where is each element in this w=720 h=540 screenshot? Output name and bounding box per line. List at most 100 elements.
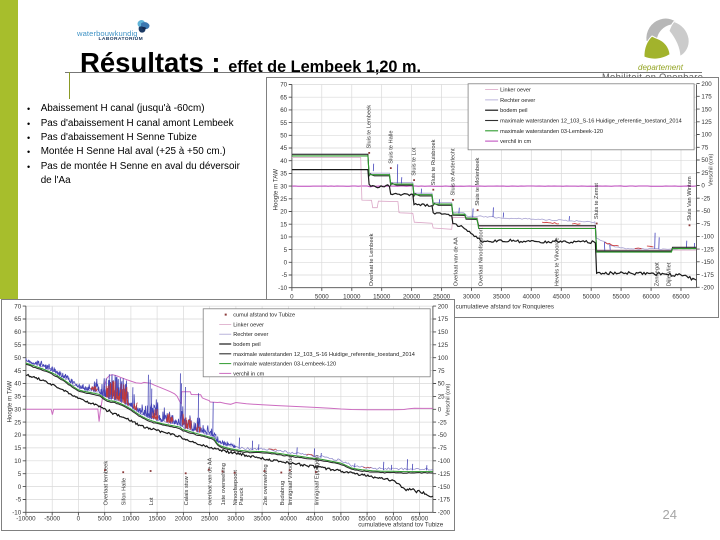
svg-text:-150: -150 — [437, 484, 450, 491]
svg-text:verchil in cm: verchil in cm — [500, 139, 531, 145]
svg-text:50000: 50000 — [582, 293, 600, 300]
svg-text:Sifon Halle: Sifon Halle — [121, 478, 127, 506]
svg-text:10: 10 — [280, 234, 287, 241]
svg-text:40000: 40000 — [280, 515, 298, 522]
svg-text:Zennegat: Zennegat — [654, 262, 660, 286]
svg-text:Dijle Vliet: Dijle Vliet — [666, 262, 672, 286]
svg-text:65000: 65000 — [411, 515, 429, 522]
svg-text:2de overwelving: 2de overwelving — [263, 464, 269, 505]
svg-text:Ninoofsepoort: Ninoofsepoort — [233, 470, 239, 506]
svg-text:55000: 55000 — [358, 515, 376, 522]
svg-text:-125: -125 — [701, 246, 714, 253]
svg-text:30000: 30000 — [227, 515, 245, 522]
svg-text:30: 30 — [14, 407, 21, 414]
svg-text:bodem peil: bodem peil — [233, 342, 260, 348]
svg-text:20000: 20000 — [175, 515, 193, 522]
svg-text:-10000: -10000 — [16, 515, 36, 522]
svg-text:10000: 10000 — [343, 293, 361, 300]
svg-text:Sluis te Molenbeek: Sluis te Molenbeek — [475, 158, 481, 206]
svg-text:-75: -75 — [437, 445, 447, 452]
svg-text:55: 55 — [14, 342, 21, 349]
svg-text:cumulatieve afstand tov Ronqu: cumulatieve afstand tov Ronquieres — [455, 303, 553, 310]
svg-text:0: 0 — [290, 293, 294, 300]
svg-text:45: 45 — [280, 145, 287, 152]
svg-text:40: 40 — [280, 158, 287, 165]
svg-text:10: 10 — [14, 458, 21, 465]
svg-text:125: 125 — [701, 119, 712, 126]
svg-text:-175: -175 — [437, 497, 450, 504]
svg-text:Linker oever: Linker oever — [233, 323, 264, 329]
svg-text:-5: -5 — [15, 497, 21, 504]
svg-text:-200: -200 — [437, 510, 450, 517]
svg-text:175: 175 — [437, 316, 448, 323]
svg-text:overlaat van de AA: overlaat van de AA — [207, 458, 213, 506]
svg-text:60000: 60000 — [642, 293, 660, 300]
svg-text:-100: -100 — [437, 458, 450, 465]
svg-text:Sluis te Anderlecht: Sluis te Anderlecht — [450, 148, 456, 196]
svg-text:maximale waterstanden 03-Lembe: maximale waterstanden 03-Lembeek-120 — [233, 362, 336, 368]
svg-text:Hoogte m TAW: Hoogte m TAW — [272, 169, 279, 211]
svg-text:50000: 50000 — [332, 515, 350, 522]
svg-text:45: 45 — [14, 368, 21, 375]
svg-text:40: 40 — [14, 381, 21, 388]
svg-text:25000: 25000 — [201, 515, 219, 522]
svg-text:10000: 10000 — [122, 515, 140, 522]
svg-text:Sluis te Lot: Sluis te Lot — [411, 147, 417, 176]
svg-text:cumulatieve afstand tov Tubiz: cumulatieve afstand tov Tubize — [358, 521, 444, 528]
svg-text:15000: 15000 — [373, 293, 391, 300]
svg-text:20: 20 — [14, 432, 21, 439]
svg-text:verchil in cm: verchil in cm — [233, 372, 264, 378]
svg-text:0: 0 — [18, 484, 22, 491]
svg-text:15: 15 — [14, 445, 21, 452]
svg-text:20000: 20000 — [403, 293, 421, 300]
svg-text:Budabrug: Budabrug — [280, 481, 286, 506]
svg-text:5000: 5000 — [98, 515, 112, 522]
svg-text:5: 5 — [284, 247, 288, 254]
svg-text:25: 25 — [701, 170, 708, 177]
svg-text:maximale waterstanden 12_103_S: maximale waterstanden 12_103_S-16 Huidig… — [233, 352, 415, 358]
svg-text:100: 100 — [701, 132, 712, 139]
svg-text:-100: -100 — [701, 234, 714, 241]
svg-text:100: 100 — [437, 355, 448, 362]
svg-text:65: 65 — [14, 316, 21, 323]
svg-text:70: 70 — [280, 82, 287, 89]
svg-text:50: 50 — [437, 381, 444, 388]
svg-text:Overlaat lembeek: Overlaat lembeek — [103, 461, 109, 506]
svg-text:35: 35 — [14, 394, 21, 401]
svg-text:50: 50 — [280, 133, 287, 140]
svg-text:0: 0 — [284, 260, 288, 267]
svg-text:-175: -175 — [701, 272, 714, 279]
svg-text:15000: 15000 — [148, 515, 166, 522]
svg-text:-125: -125 — [437, 471, 450, 478]
svg-text:1ste overwelving: 1ste overwelving — [221, 463, 227, 505]
svg-text:65: 65 — [280, 95, 287, 102]
svg-text:150: 150 — [701, 106, 712, 113]
svg-text:175: 175 — [701, 94, 712, 101]
svg-text:Sluis te Ruisbroek: Sluis te Ruisbroek — [431, 139, 437, 185]
svg-text:45000: 45000 — [306, 515, 324, 522]
svg-text:-10: -10 — [278, 285, 288, 292]
svg-text:-200: -200 — [701, 285, 714, 292]
svg-text:maximale waterstanden 12_103_S: maximale waterstanden 12_103_S-16 Huidig… — [500, 119, 682, 125]
svg-text:Paruck: Paruck — [239, 488, 245, 506]
svg-text:Overlaat te Lembeek: Overlaat te Lembeek — [369, 234, 375, 287]
svg-text:35: 35 — [280, 171, 287, 178]
svg-text:0: 0 — [437, 407, 441, 414]
svg-text:55000: 55000 — [612, 293, 630, 300]
svg-text:65000: 65000 — [672, 293, 690, 300]
svg-text:5: 5 — [18, 471, 22, 478]
svg-text:5000: 5000 — [315, 293, 329, 300]
svg-text:Calais stuw: Calais stuw — [184, 476, 190, 506]
svg-text:30: 30 — [280, 183, 287, 190]
svg-text:75: 75 — [701, 145, 708, 152]
svg-text:55: 55 — [280, 120, 287, 127]
svg-text:60: 60 — [14, 329, 21, 336]
svg-text:60: 60 — [280, 107, 287, 114]
svg-text:-150: -150 — [701, 259, 714, 266]
svg-text:-25: -25 — [701, 196, 711, 203]
svg-text:limnigraaf Vilvoorde: limnigraaf Vilvoorde — [288, 456, 294, 506]
svg-text:25: 25 — [280, 196, 287, 203]
svg-text:Hevels te Vilvoorde: Hevels te Vilvoorde — [555, 238, 561, 287]
svg-text:150: 150 — [437, 329, 448, 336]
svg-text:0: 0 — [701, 183, 705, 190]
